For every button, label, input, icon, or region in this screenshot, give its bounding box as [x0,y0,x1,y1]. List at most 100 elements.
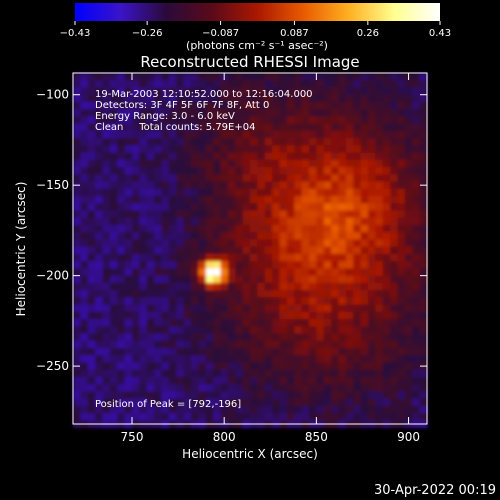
heatmap-cell [412,405,421,414]
heatmap-cell [390,413,399,421]
heatmap-cell [375,275,384,284]
heatmap-cell [73,80,81,89]
heatmap-cell [375,239,384,248]
axes: 750 800 850 900−100−150−200−250 [36,73,427,444]
heatmap-cell [146,217,155,226]
heatmap-cell [390,384,399,393]
heatmap-cell [191,145,199,154]
heatmap-cell [323,362,332,371]
heatmap-cell [168,376,177,385]
heatmap-cell [102,188,111,197]
y-tick-label: −200 [36,269,69,283]
heatmap-cell [213,174,222,183]
heatmap-cell [227,109,236,118]
heatmap-cell [375,152,384,161]
heatmap-cell [242,413,251,421]
heatmap-cell [109,405,118,414]
heatmap-cell [227,297,236,306]
heatmap-cell [146,405,155,414]
heatmap-cell [73,319,81,327]
heatmap-cell [139,196,148,204]
heatmap-cell [331,413,340,421]
heatmap-cell [95,391,104,400]
heatmap-cell [109,319,118,327]
heatmap-cell [132,232,140,241]
heatmap-cell [132,174,140,183]
heatmap-cell [250,138,258,146]
heatmap-cell [397,384,406,393]
heatmap-cell [198,217,207,226]
heatmap-cell [139,369,148,378]
heatmap-cell [250,275,258,284]
heatmap-cell [382,261,391,269]
heatmap-cell [294,398,303,407]
heatmap-cell [183,340,192,349]
heatmap-cell [294,181,303,190]
heatmap-cell [146,362,155,371]
heatmap-cell [227,290,236,298]
heatmap-cell [279,181,288,190]
heatmap-cell [294,290,303,298]
heatmap-cell [404,174,413,183]
heatmap-cell [146,188,155,197]
heatmap-cell [80,297,89,306]
heatmap-cell [250,348,258,356]
heatmap-cell [117,362,126,371]
heatmap-cell [183,101,192,110]
heatmap-cell [264,304,273,313]
heatmap-cell [412,326,421,335]
heatmap-cell [235,376,244,385]
heatmap-cell [338,116,347,125]
heatmap-cell [250,398,258,407]
heatmap-cell [404,376,413,385]
heatmap-cell [213,304,222,313]
heatmap-cell [294,152,303,161]
heatmap-cell [353,152,362,161]
heatmap-cell [360,73,369,81]
heatmap-cell [168,340,177,349]
heatmap-cell [345,326,354,335]
heatmap-cell [397,297,406,306]
heatmap-cell [161,333,170,342]
heatmap-cell [301,181,310,190]
heatmap-cell [338,159,347,168]
heatmap-cell [161,253,170,262]
heatmap-cell [198,196,207,204]
heatmap-cell [242,73,251,81]
heatmap-cell [257,340,266,349]
heatmap-cell [109,130,118,139]
heatmap-cell [331,232,340,241]
heatmap-cell [272,384,281,393]
heatmap-cell [316,246,325,255]
heatmap-cell [301,290,310,298]
heatmap-cell [154,297,163,306]
heatmap-cell [117,369,126,378]
heatmap-cell [412,297,421,306]
heatmap-cell [404,326,413,335]
heatmap-cell [264,297,273,306]
heatmap-cell [323,210,332,219]
heatmap-cell [338,130,347,139]
heatmap-cell [183,275,192,284]
heatmap-cell [132,116,140,125]
heatmap-cell [198,152,207,161]
heatmap-cell [161,340,170,349]
heatmap-cell [191,94,199,103]
heatmap-cell [279,73,288,81]
heatmap-cell [87,275,96,284]
heatmap-cell [87,210,96,219]
heatmap-cell [117,210,126,219]
heatmap-cell [257,297,266,306]
heatmap-cell [316,174,325,183]
heatmap-cell [227,94,236,103]
heatmap-cell [286,391,295,400]
heatmap-cell [132,376,140,385]
heatmap-cell [382,304,391,313]
heatmap-cell [338,290,347,298]
heatmap-cell [87,203,96,212]
heatmap-cell [272,261,281,269]
heatmap-cell [146,181,155,190]
heatmap-cell [235,116,244,125]
heatmap-cell [146,290,155,298]
heatmap-cell [168,290,177,298]
